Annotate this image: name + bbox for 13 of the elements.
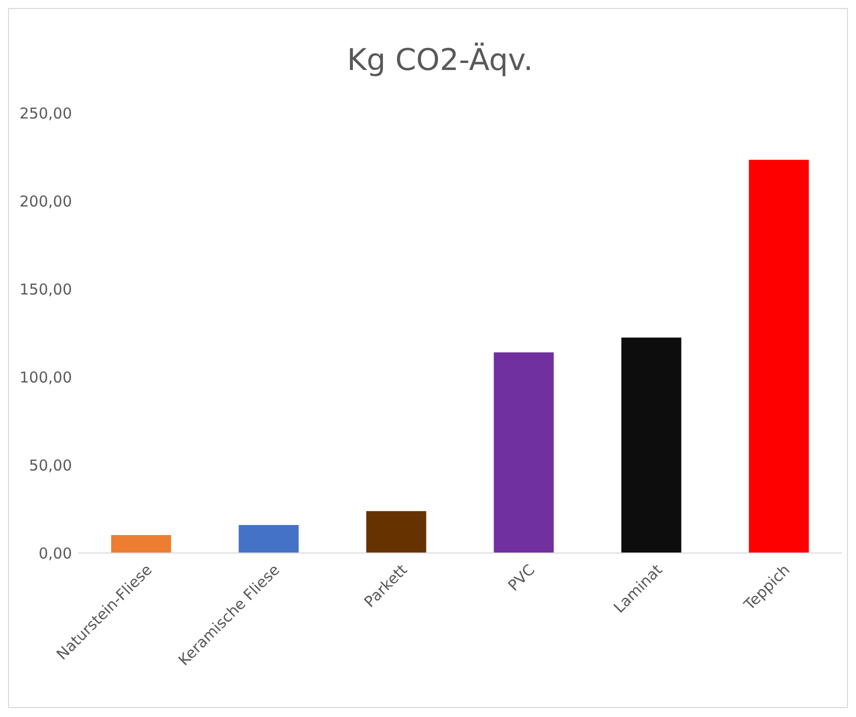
bar xyxy=(238,525,299,553)
y-tick-label: 150,00 xyxy=(20,280,72,298)
bar xyxy=(494,352,554,553)
y-tick-label: 250,00 xyxy=(20,104,72,122)
chart-title: Kg CO2-Äqv. xyxy=(346,42,534,78)
y-tick-label: 200,00 xyxy=(20,192,72,210)
bar xyxy=(621,338,682,553)
y-tick-label: 0,00 xyxy=(38,544,72,562)
bar xyxy=(366,511,426,553)
y-tick-label: 50,00 xyxy=(29,456,72,474)
bar xyxy=(748,160,809,553)
bar xyxy=(111,535,172,553)
y-tick-label: 100,00 xyxy=(20,368,72,386)
